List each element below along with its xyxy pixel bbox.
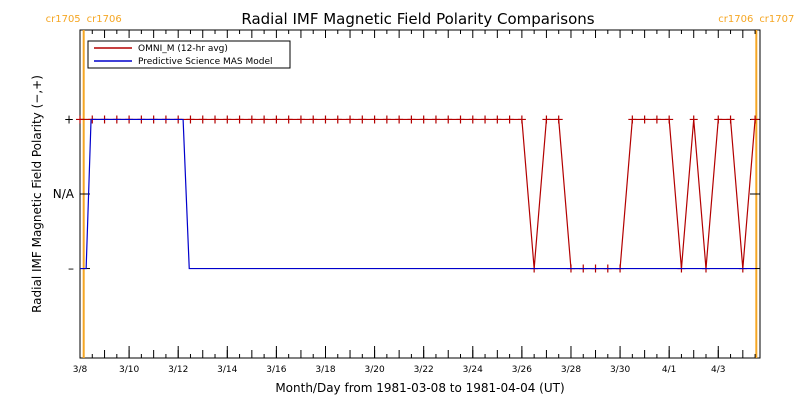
x-tick-label: 3/24 bbox=[463, 365, 483, 375]
series-line-1 bbox=[80, 118, 756, 270]
y-axis-label: Radial IMF Magnetic Field Polarity (−,+) bbox=[30, 75, 44, 313]
data-point-0-20 bbox=[321, 115, 330, 124]
y-axis-ticks: + N/A – bbox=[53, 112, 760, 276]
data-point-0-10 bbox=[198, 115, 207, 124]
data-point-0-34 bbox=[493, 115, 502, 124]
data-point-0-29 bbox=[431, 115, 440, 124]
x-tick-label: 3/30 bbox=[610, 365, 630, 375]
cr-label-right-0: cr1706 bbox=[87, 14, 122, 25]
data-point-0-17 bbox=[284, 115, 293, 124]
y-tick-label: N/A bbox=[53, 187, 75, 201]
cr-label-right-1: cr1707 bbox=[759, 14, 794, 25]
data-point-0-15 bbox=[260, 115, 269, 124]
data-point-0-19 bbox=[309, 115, 318, 124]
data-point-0-45 bbox=[628, 115, 637, 124]
series-line-0 bbox=[80, 118, 756, 270]
x-tick-label: 3/16 bbox=[266, 365, 286, 375]
legend-box bbox=[87, 40, 291, 69]
data-point-0-24 bbox=[370, 115, 379, 124]
data-point-0-30 bbox=[444, 115, 453, 124]
x-tick-label: 3/22 bbox=[414, 365, 434, 375]
x-tick-label: 3/10 bbox=[119, 365, 139, 375]
data-point-0-47 bbox=[652, 115, 661, 124]
data-point-0-55 bbox=[751, 115, 760, 124]
data-point-0-50 bbox=[689, 115, 698, 124]
legend-label-mas: Predictive Science MAS Model bbox=[138, 57, 273, 67]
cr-label-left-0: cr1705 bbox=[46, 14, 81, 25]
data-point-0-28 bbox=[419, 115, 428, 124]
x-tick-label: 3/26 bbox=[512, 365, 532, 375]
data-point-0-38 bbox=[542, 115, 551, 124]
cr-label-left-1: cr1706 bbox=[718, 14, 753, 25]
data-point-0-21 bbox=[333, 115, 342, 124]
x-tick-label: 3/18 bbox=[315, 365, 335, 375]
data-point-0-26 bbox=[395, 115, 404, 124]
legend: OMNI_M (12-hr avg) Predictive Science MA… bbox=[87, 40, 291, 69]
data-point-0-36 bbox=[517, 115, 526, 124]
data-point-0-33 bbox=[481, 115, 490, 124]
y-tick-label: – bbox=[68, 262, 74, 276]
plot-frame bbox=[79, 29, 761, 359]
x-tick-label: 3/14 bbox=[217, 365, 237, 375]
data-point-0-14 bbox=[247, 115, 256, 124]
data-point-0-16 bbox=[272, 115, 281, 124]
y-tick-label: + bbox=[64, 112, 74, 126]
x-tick-label: 3/12 bbox=[168, 365, 188, 375]
data-point-0-52 bbox=[714, 115, 723, 124]
data-point-0-27 bbox=[407, 115, 416, 124]
data-point-0-18 bbox=[296, 115, 305, 124]
data-point-0-25 bbox=[382, 115, 391, 124]
x-tick-label: 4/1 bbox=[662, 365, 676, 375]
data-point-0-11 bbox=[211, 115, 220, 124]
data-point-0-35 bbox=[505, 115, 514, 124]
x-tick-label: 3/28 bbox=[561, 365, 581, 375]
x-axis-ticks: 3/8 3/10 3/12 3/14 3/16 3/18 3/20 3/22 3/24 3/26 3… bbox=[73, 30, 756, 375]
data-point-0-46 bbox=[640, 115, 649, 124]
chart-title: Radial IMF Magnetic Field Polarity Compa… bbox=[241, 10, 594, 28]
x-tick-label: 3/20 bbox=[364, 365, 384, 375]
data-point-0-13 bbox=[235, 115, 244, 124]
data-point-0-12 bbox=[223, 115, 232, 124]
x-tick-label: 4/3 bbox=[711, 365, 725, 375]
data-point-0-31 bbox=[456, 115, 465, 124]
x-axis-label: Month/Day from 1981-03-08 to 1981-04-04 … bbox=[275, 381, 564, 395]
data-point-0-22 bbox=[346, 115, 355, 124]
data-point-0-9 bbox=[186, 115, 195, 124]
legend-label-omni: OMNI_M (12-hr avg) bbox=[138, 44, 228, 54]
data-point-0-53 bbox=[726, 115, 735, 124]
data-point-0-32 bbox=[468, 115, 477, 124]
data-point-0-39 bbox=[554, 115, 563, 124]
series-layer bbox=[76, 115, 760, 273]
data-point-0-23 bbox=[358, 115, 367, 124]
x-tick-label: 3/8 bbox=[73, 365, 88, 375]
data-point-0-0 bbox=[76, 115, 84, 124]
data-point-0-48 bbox=[665, 115, 674, 124]
